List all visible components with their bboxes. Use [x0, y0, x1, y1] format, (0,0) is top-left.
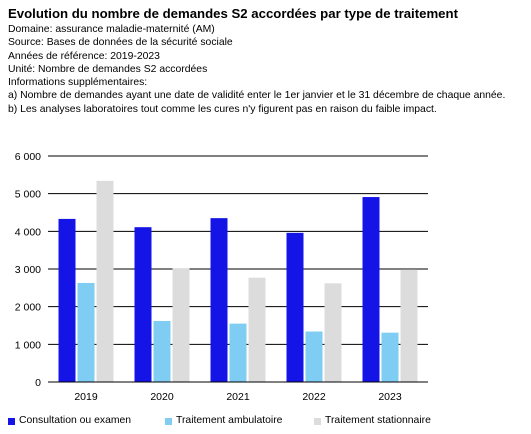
bar-2023-s0 [362, 197, 380, 382]
legend-label-ambulatoire: Traitement ambulatoire [176, 415, 283, 426]
bar-chart: 0 1 000 2 000 3 000 4 000 5 000 6 000 2019 2020 2… [15, 151, 428, 403]
bar-2023-s1 [381, 332, 399, 382]
bar-2020-s1 [153, 320, 171, 382]
legend-item-ambulatoire: Traitement ambulatoire [165, 414, 282, 428]
legend-item-stationnaire: Traitement stationnaire [314, 414, 431, 428]
meta-domain: Domaine: assurance maladie-maternité (AM… [8, 24, 215, 35]
bar-2022-s1 [305, 331, 323, 382]
y-tick-label: 5 000 [15, 189, 41, 201]
y-tick-label: 3 000 [15, 264, 41, 276]
bar-2019-s0 [58, 218, 76, 382]
bar-2023-s2 [400, 269, 418, 382]
bars [58, 180, 418, 382]
chart-title: Evolution du nombre de demandes S2 accor… [8, 6, 458, 21]
meta-info-heading: Informations supplémentaires: [8, 77, 148, 89]
legend-swatch-stationnaire [314, 417, 321, 425]
bar-2021-s1 [229, 323, 247, 382]
x-tick-label: 2023 [378, 391, 402, 403]
bar-2020-s0 [134, 227, 152, 382]
y-tick-label: 2 000 [15, 302, 41, 314]
y-tick-label: 6 000 [15, 151, 41, 163]
bar-2022-s2 [324, 283, 342, 382]
y-tick-label: 0 [35, 377, 41, 389]
x-tick-label: 2021 [226, 391, 250, 403]
legend-swatch-consultation [8, 417, 15, 425]
meta-unit: Unité: Nombre de demandes S2 accordées [8, 63, 208, 75]
chart-header: Evolution du nombre de demandes S2 accor… [8, 6, 526, 116]
legend-swatch-ambulatoire [165, 417, 172, 425]
bar-2020-s2 [172, 268, 190, 382]
meta-note-b: b) Les analyses laboratoires tout comme … [8, 103, 437, 115]
meta-note-a: a) Nombre de demandes ayant une date de … [8, 90, 506, 102]
bar-2021-s0 [210, 218, 228, 382]
legend-item-consultation: Consultation ou examen [8, 414, 131, 428]
y-tick-label: 4 000 [15, 226, 41, 238]
meta-source: Source: Bases de données de la sécurité … [8, 37, 233, 49]
bar-2019-s1 [77, 282, 95, 382]
x-tick-label: 2019 [74, 391, 98, 403]
legend-label-consultation: Consultation ou examen [19, 415, 132, 426]
y-tick-label: 1 000 [15, 339, 41, 351]
bar-2022-s0 [286, 232, 304, 382]
x-tick-label: 2022 [302, 391, 326, 403]
bar-2019-s2 [96, 180, 114, 382]
legend-label-stationnaire: Traitement stationnaire [325, 415, 431, 426]
meta-years: Années de référence: 2019-2023 [8, 50, 160, 62]
x-tick-label: 2020 [150, 391, 174, 403]
axes: 0 1 000 2 000 3 000 4 000 5 000 6 000 2019 2020 2… [15, 151, 428, 403]
bar-2021-s2 [248, 277, 266, 382]
